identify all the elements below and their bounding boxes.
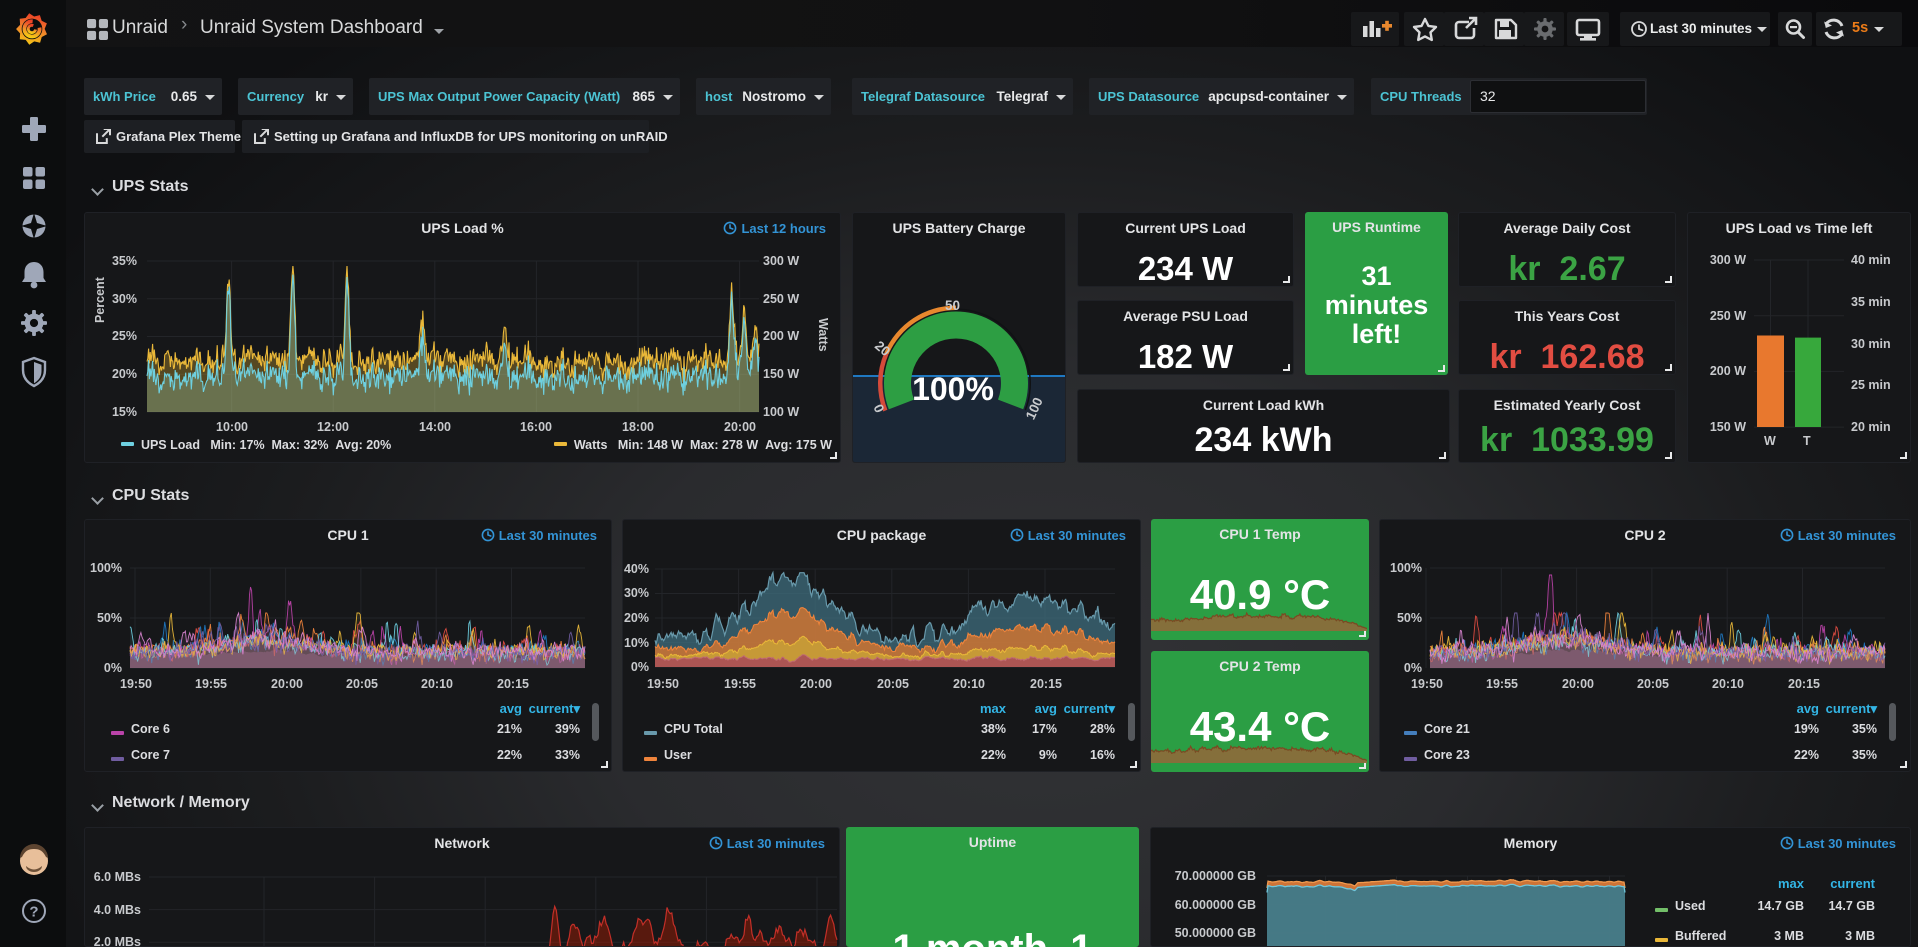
svg-text:?: ?	[29, 904, 38, 921]
